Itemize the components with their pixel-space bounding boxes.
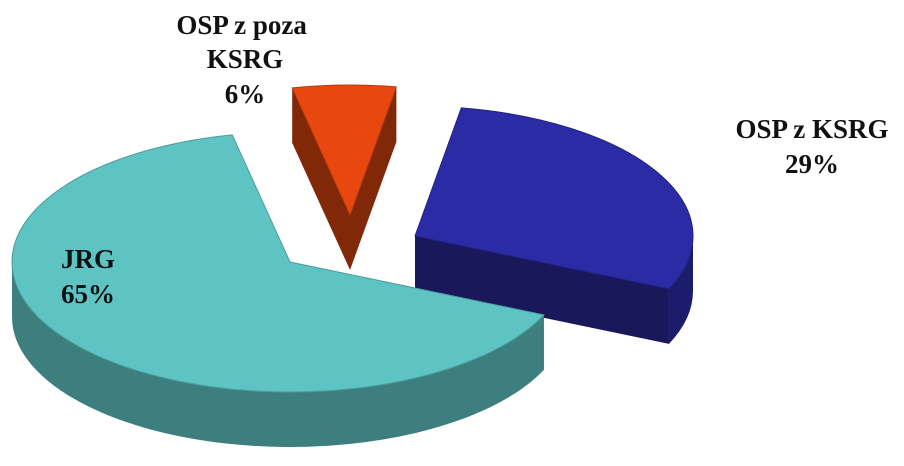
slice-label: JRG (61, 244, 115, 274)
label-line: OSP z poza (176, 10, 313, 40)
label-line: JRG (61, 244, 115, 274)
slice-label: OSP z poza KSRG (176, 10, 313, 74)
slice-side (12, 262, 544, 447)
slice-side (415, 236, 669, 344)
slice-side (292, 87, 350, 270)
slice (11, 134, 545, 393)
value-label: 65% (61, 279, 115, 309)
slice-label: OSP z KSRG (735, 114, 888, 144)
slice-side (350, 86, 397, 270)
slice (291, 84, 398, 217)
value-label: 6% (225, 79, 266, 109)
slice (414, 107, 694, 290)
label-line: OSP z KSRG (735, 114, 888, 144)
value-label: 29% (785, 149, 839, 179)
label-line: KSRG (207, 44, 284, 74)
